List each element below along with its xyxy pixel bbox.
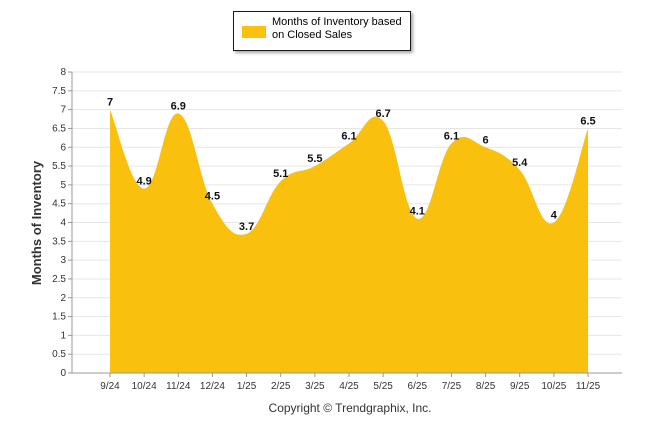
x-tick-label-5: 2/25 [271, 381, 291, 392]
data-label-2: 6.9 [171, 100, 186, 112]
legend-label: Months of Inventory based on Closed Sale… [272, 16, 410, 42]
x-tick-label-0: 9/24 [100, 381, 120, 392]
data-label-11: 6 [483, 134, 489, 146]
data-label-4: 3.7 [239, 221, 254, 233]
y-tick-label-0: 0 [60, 368, 66, 379]
y-tick-label-12: 6 [60, 142, 66, 153]
legend-label-line1: Months of Inventory based [272, 16, 402, 28]
data-label-12: 5.4 [512, 157, 528, 169]
data-label-5: 5.1 [273, 168, 288, 180]
x-tick-label-8: 5/25 [373, 381, 393, 392]
y-tick-label-5: 2.5 [52, 274, 66, 285]
data-label-8: 6.7 [375, 108, 390, 120]
x-tick-labels: 9/24 10/24 11/24 12/24 1/25 2/25 3/25 4/25 5/25 6… [100, 381, 600, 392]
x-tick-label-10: 7/25 [442, 381, 462, 392]
data-label-7: 6.1 [341, 130, 356, 142]
x-tick-label-9: 6/25 [408, 381, 428, 392]
legend-swatch [242, 26, 266, 38]
data-label-14: 6.5 [580, 115, 595, 127]
y-tick-label-16: 8 [60, 67, 66, 78]
y-tick-label-3: 1.5 [52, 312, 66, 323]
data-label-13: 4 [551, 210, 558, 222]
data-label-1: 4.9 [136, 176, 151, 188]
x-tick-label-13: 10/25 [541, 381, 566, 392]
data-label-3: 4.5 [205, 191, 220, 203]
y-axis-title: Months of Inventory [29, 160, 44, 285]
axes [71, 72, 622, 377]
y-tick-label-1: 0.5 [52, 349, 66, 360]
x-tick-label-14: 11/25 [576, 381, 601, 392]
data-label-6: 5.5 [307, 153, 322, 165]
x-tick-label-1: 10/24 [132, 381, 157, 392]
y-tick-label-15: 7.5 [52, 86, 66, 97]
y-tick-label-13: 6.5 [52, 123, 66, 134]
data-label-0: 7 [107, 97, 113, 109]
y-tick-label-7: 3.5 [52, 236, 66, 247]
legend: Months of Inventory based on Closed Sale… [233, 11, 411, 51]
y-tick-label-10: 5 [60, 180, 66, 191]
area-layer [110, 109, 588, 373]
x-tick-label-6: 3/25 [305, 381, 325, 392]
y-tick-labels: 0 0.5 1 1.5 2 2.5 3 3.5 4 4.5 5 5.5 6 6.5 7 7.5 8 [52, 67, 66, 379]
y-tick-label-8: 4 [60, 218, 66, 229]
y-tick-label-4: 2 [60, 293, 66, 304]
copyright-text: Copyright © Trendgraphix, Inc. [269, 401, 432, 415]
y-tick-label-6: 3 [60, 255, 66, 266]
y-tick-label-14: 7 [60, 105, 66, 116]
y-tick-label-2: 1 [60, 330, 66, 341]
x-tick-label-11: 8/25 [476, 381, 496, 392]
y-tick-label-9: 4.5 [52, 199, 66, 210]
x-tick-label-3: 12/24 [200, 381, 225, 392]
area-series [110, 109, 588, 373]
legend-label-line2: on Closed Sales [272, 29, 353, 41]
x-tick-label-12: 9/25 [510, 381, 530, 392]
data-label-10: 6.1 [444, 130, 459, 142]
x-tick-label-2: 11/24 [166, 381, 191, 392]
data-labels: 7 4.9 6.9 4.5 3.7 5.1 5.5 6.1 6.7 4.1 6.1 6 5.4 4 6.5 [107, 97, 596, 233]
y-tick-label-11: 5.5 [52, 161, 66, 172]
x-tick-label-4: 1/25 [237, 381, 257, 392]
data-label-9: 4.1 [410, 206, 425, 218]
x-tick-label-7: 4/25 [339, 381, 359, 392]
